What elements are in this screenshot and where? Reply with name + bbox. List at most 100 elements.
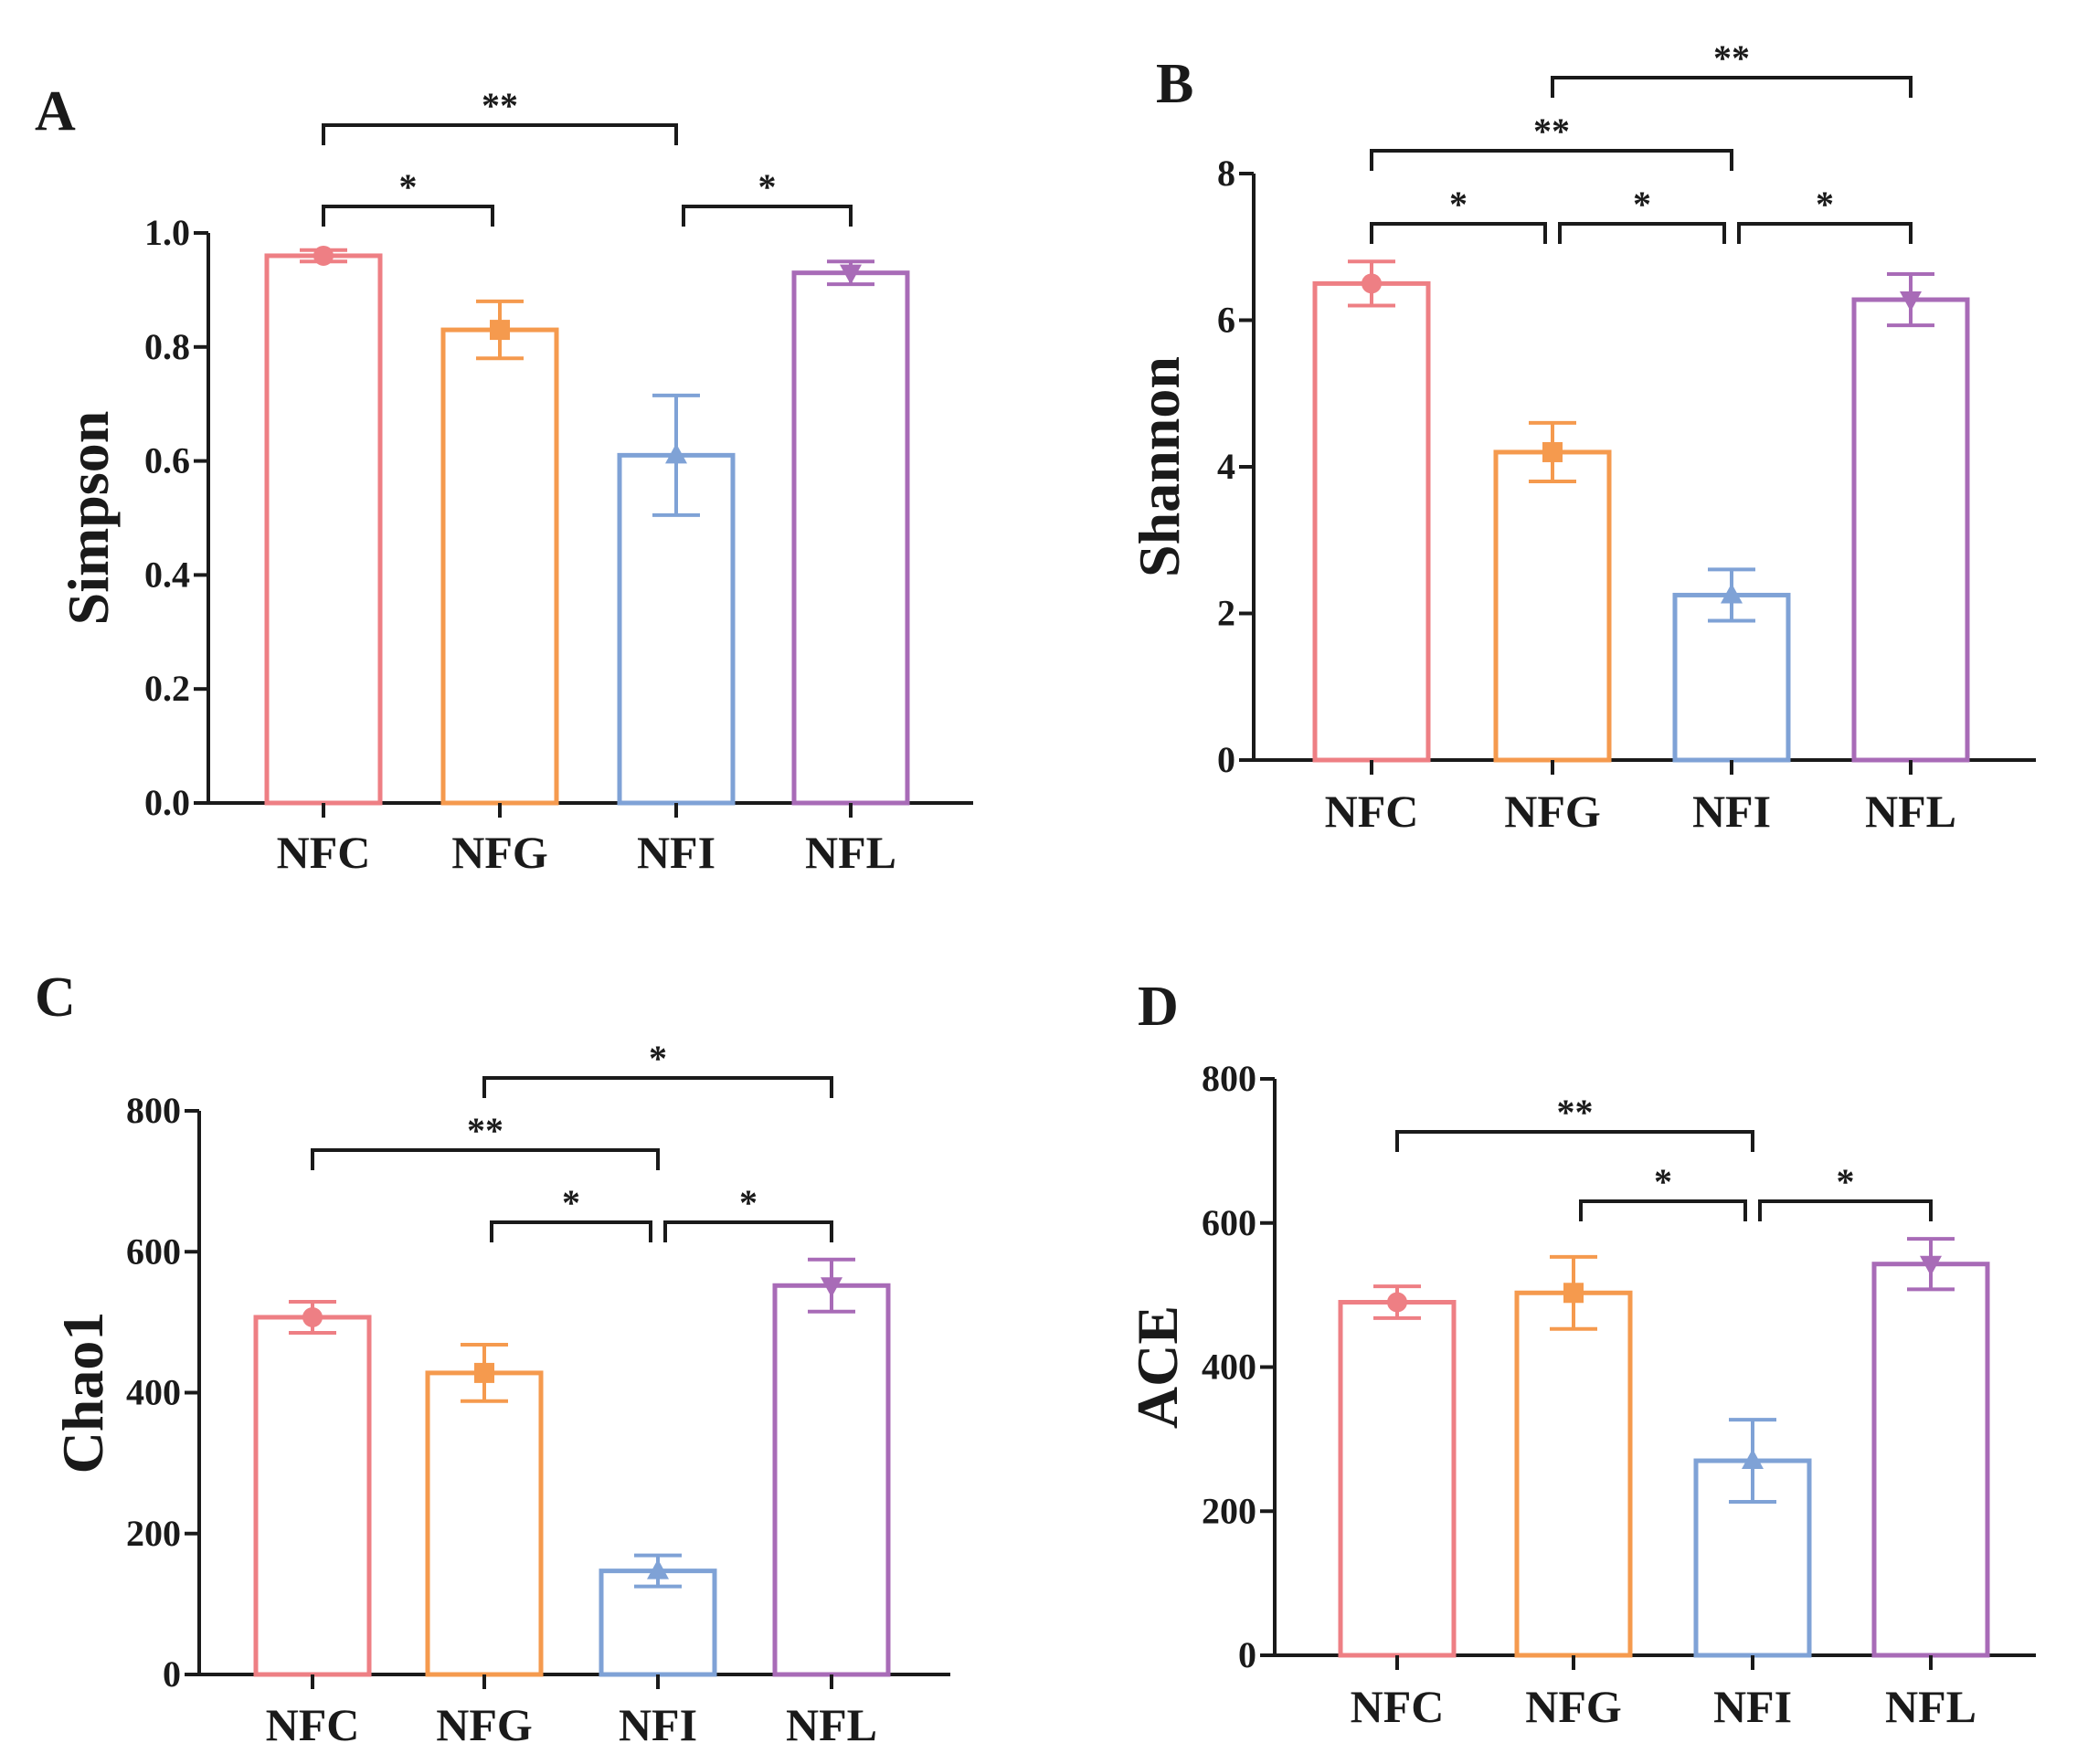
bar-nfl: [772, 1283, 891, 1677]
category-label-nfc: NFC: [1351, 1681, 1445, 1732]
significance-label: *: [1816, 184, 1834, 225]
bracket-line: [1558, 222, 1726, 244]
panel-label: A: [35, 80, 76, 143]
marker-nfl: [840, 264, 862, 285]
bracket-line: [490, 1220, 652, 1242]
bar-nfg: [1514, 1290, 1633, 1658]
category-label-nfc: NFC: [277, 827, 371, 878]
y-axis-title: Shannon: [1127, 356, 1192, 577]
y-tick-label: 0.4: [144, 554, 190, 595]
marker-nfi: [665, 443, 687, 464]
y-tick-label: 800: [1202, 1058, 1256, 1099]
bracket-line: [482, 1076, 833, 1098]
significance-label: *: [1633, 184, 1651, 225]
y-tick-label: 4: [1217, 446, 1235, 487]
y-tick-label: 600: [1202, 1202, 1256, 1243]
bracket-line: [1737, 222, 1913, 244]
marker-nfl: [1900, 291, 1922, 312]
marker-nfc: [1362, 273, 1382, 294]
y-tick-label: 400: [1202, 1347, 1256, 1388]
bar-nfc: [264, 253, 383, 806]
bar-nfc: [1338, 1300, 1457, 1658]
significance-label: *: [1654, 1161, 1672, 1202]
category-label-nfl: NFL: [786, 1699, 877, 1750]
y-tick-label: 0.8: [144, 326, 190, 367]
bracket-line: [1551, 76, 1913, 98]
bar-nfl: [791, 270, 910, 806]
significance-label: *: [562, 1182, 580, 1223]
marker-nfi: [1742, 1449, 1764, 1470]
category-label-nfl: NFL: [1865, 786, 1956, 837]
bracket-line: [1758, 1199, 1933, 1221]
significance-bracket: *: [1579, 1161, 1747, 1221]
bar-nfg: [1493, 449, 1612, 763]
y-tick-label: 400: [126, 1372, 181, 1413]
significance-bracket: *: [682, 166, 853, 227]
y-tick-label: 0.2: [144, 668, 190, 709]
significance-label: *: [758, 166, 777, 207]
category-label-nfc: NFC: [266, 1699, 360, 1750]
significance-bracket: *: [482, 1038, 833, 1098]
significance-label: **: [1533, 111, 1570, 152]
panel-label: C: [35, 967, 76, 1029]
y-tick-label: 200: [126, 1513, 181, 1554]
y-tick-label: 800: [126, 1090, 181, 1131]
bracket-line: [1370, 149, 1733, 171]
y-tick-label: 0: [1217, 739, 1235, 780]
marker-nfg: [1542, 441, 1563, 462]
category-label-nfi: NFI: [1713, 1681, 1792, 1732]
significance-label: *: [1449, 184, 1468, 225]
bar-nfc: [253, 1315, 372, 1677]
y-tick-label: 0: [163, 1653, 181, 1695]
significance-bracket: *: [490, 1182, 652, 1242]
marker-nfc: [1387, 1292, 1407, 1313]
bracket-line: [663, 1220, 833, 1242]
bracket-line: [1370, 222, 1547, 244]
category-label-nfg: NFG: [1525, 1681, 1622, 1732]
y-tick-label: 6: [1217, 300, 1235, 341]
bar-nfc: [1312, 280, 1431, 763]
marker-nfi: [647, 1558, 669, 1579]
marker-nfg: [490, 320, 510, 341]
significance-bracket: *: [1737, 184, 1913, 244]
y-axis-title: ACE: [1125, 1305, 1190, 1429]
y-tick-label: 200: [1202, 1490, 1256, 1531]
bracket-line: [682, 205, 853, 227]
y-axis-title: Simpson: [56, 411, 121, 626]
category-label-nfi: NFI: [619, 1699, 697, 1750]
y-tick-label: 0: [1238, 1634, 1256, 1675]
significance-label: *: [1837, 1161, 1855, 1202]
significance-label: *: [739, 1182, 758, 1223]
significance-bracket: *: [322, 166, 494, 227]
significance-bracket: *: [1558, 184, 1726, 244]
category-label-nfg: NFG: [1504, 786, 1601, 837]
category-label-nfi: NFI: [637, 827, 715, 878]
marker-nfc: [313, 245, 334, 266]
y-tick-label: 1.0: [144, 212, 190, 253]
y-tick-label: 600: [126, 1231, 181, 1272]
significance-bracket: *: [1758, 1161, 1933, 1221]
significance-label: **: [467, 1110, 503, 1151]
y-tick-label: 2: [1217, 593, 1235, 634]
bar-nfl: [1871, 1262, 1990, 1658]
marker-nfc: [302, 1306, 323, 1327]
panel-label: B: [1156, 53, 1193, 115]
bar-nfg: [425, 1370, 544, 1677]
category-label-nfl: NFL: [805, 827, 896, 878]
bar-nfl: [1851, 297, 1970, 763]
marker-nfg: [474, 1362, 494, 1383]
y-tick-label: 0.6: [144, 440, 190, 481]
significance-bracket: **: [1370, 111, 1733, 171]
significance-bracket: **: [311, 1110, 660, 1170]
category-label-nfi: NFI: [1692, 786, 1771, 837]
significance-bracket: *: [1370, 184, 1547, 244]
category-label-nfg: NFG: [436, 1699, 533, 1750]
bracket-line: [1395, 1130, 1754, 1152]
marker-nfl: [821, 1277, 842, 1298]
y-tick-label: 8: [1217, 153, 1235, 194]
marker-nfl: [1920, 1255, 1942, 1276]
